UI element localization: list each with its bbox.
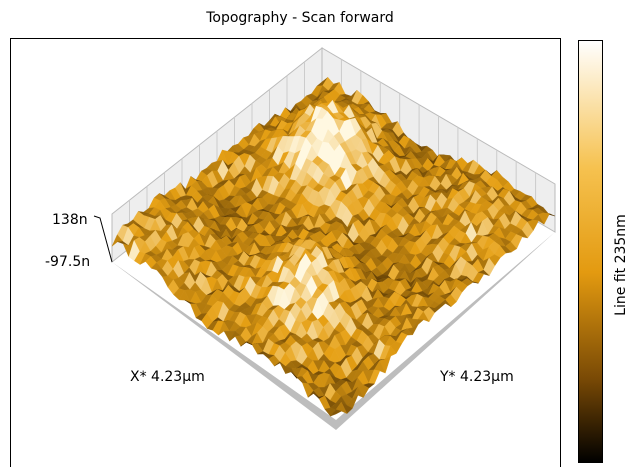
title: Topography - Scan forward — [205, 10, 394, 26]
afm-view: Topography - Scan forward 138n -97.5n X*… — [0, 0, 628, 467]
y-axis-label: Y* 4.23µm — [439, 369, 514, 385]
x-axis-label: X* 4.23µm — [130, 369, 205, 385]
z-min-label: -97.5n — [45, 254, 90, 270]
z-max-label: 138n — [52, 212, 88, 228]
colorbar-label: Line fit 235nm — [613, 214, 628, 316]
colorbar — [579, 41, 603, 463]
